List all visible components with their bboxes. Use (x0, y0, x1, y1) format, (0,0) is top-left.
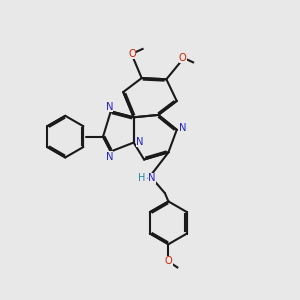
Text: O: O (128, 49, 136, 59)
Text: N: N (179, 123, 186, 133)
Text: N: N (106, 152, 113, 161)
Text: N: N (148, 173, 156, 183)
Text: N: N (136, 137, 143, 147)
Text: O: O (179, 52, 187, 63)
Text: H: H (138, 173, 146, 183)
Text: O: O (165, 256, 172, 266)
Text: N: N (106, 102, 113, 112)
